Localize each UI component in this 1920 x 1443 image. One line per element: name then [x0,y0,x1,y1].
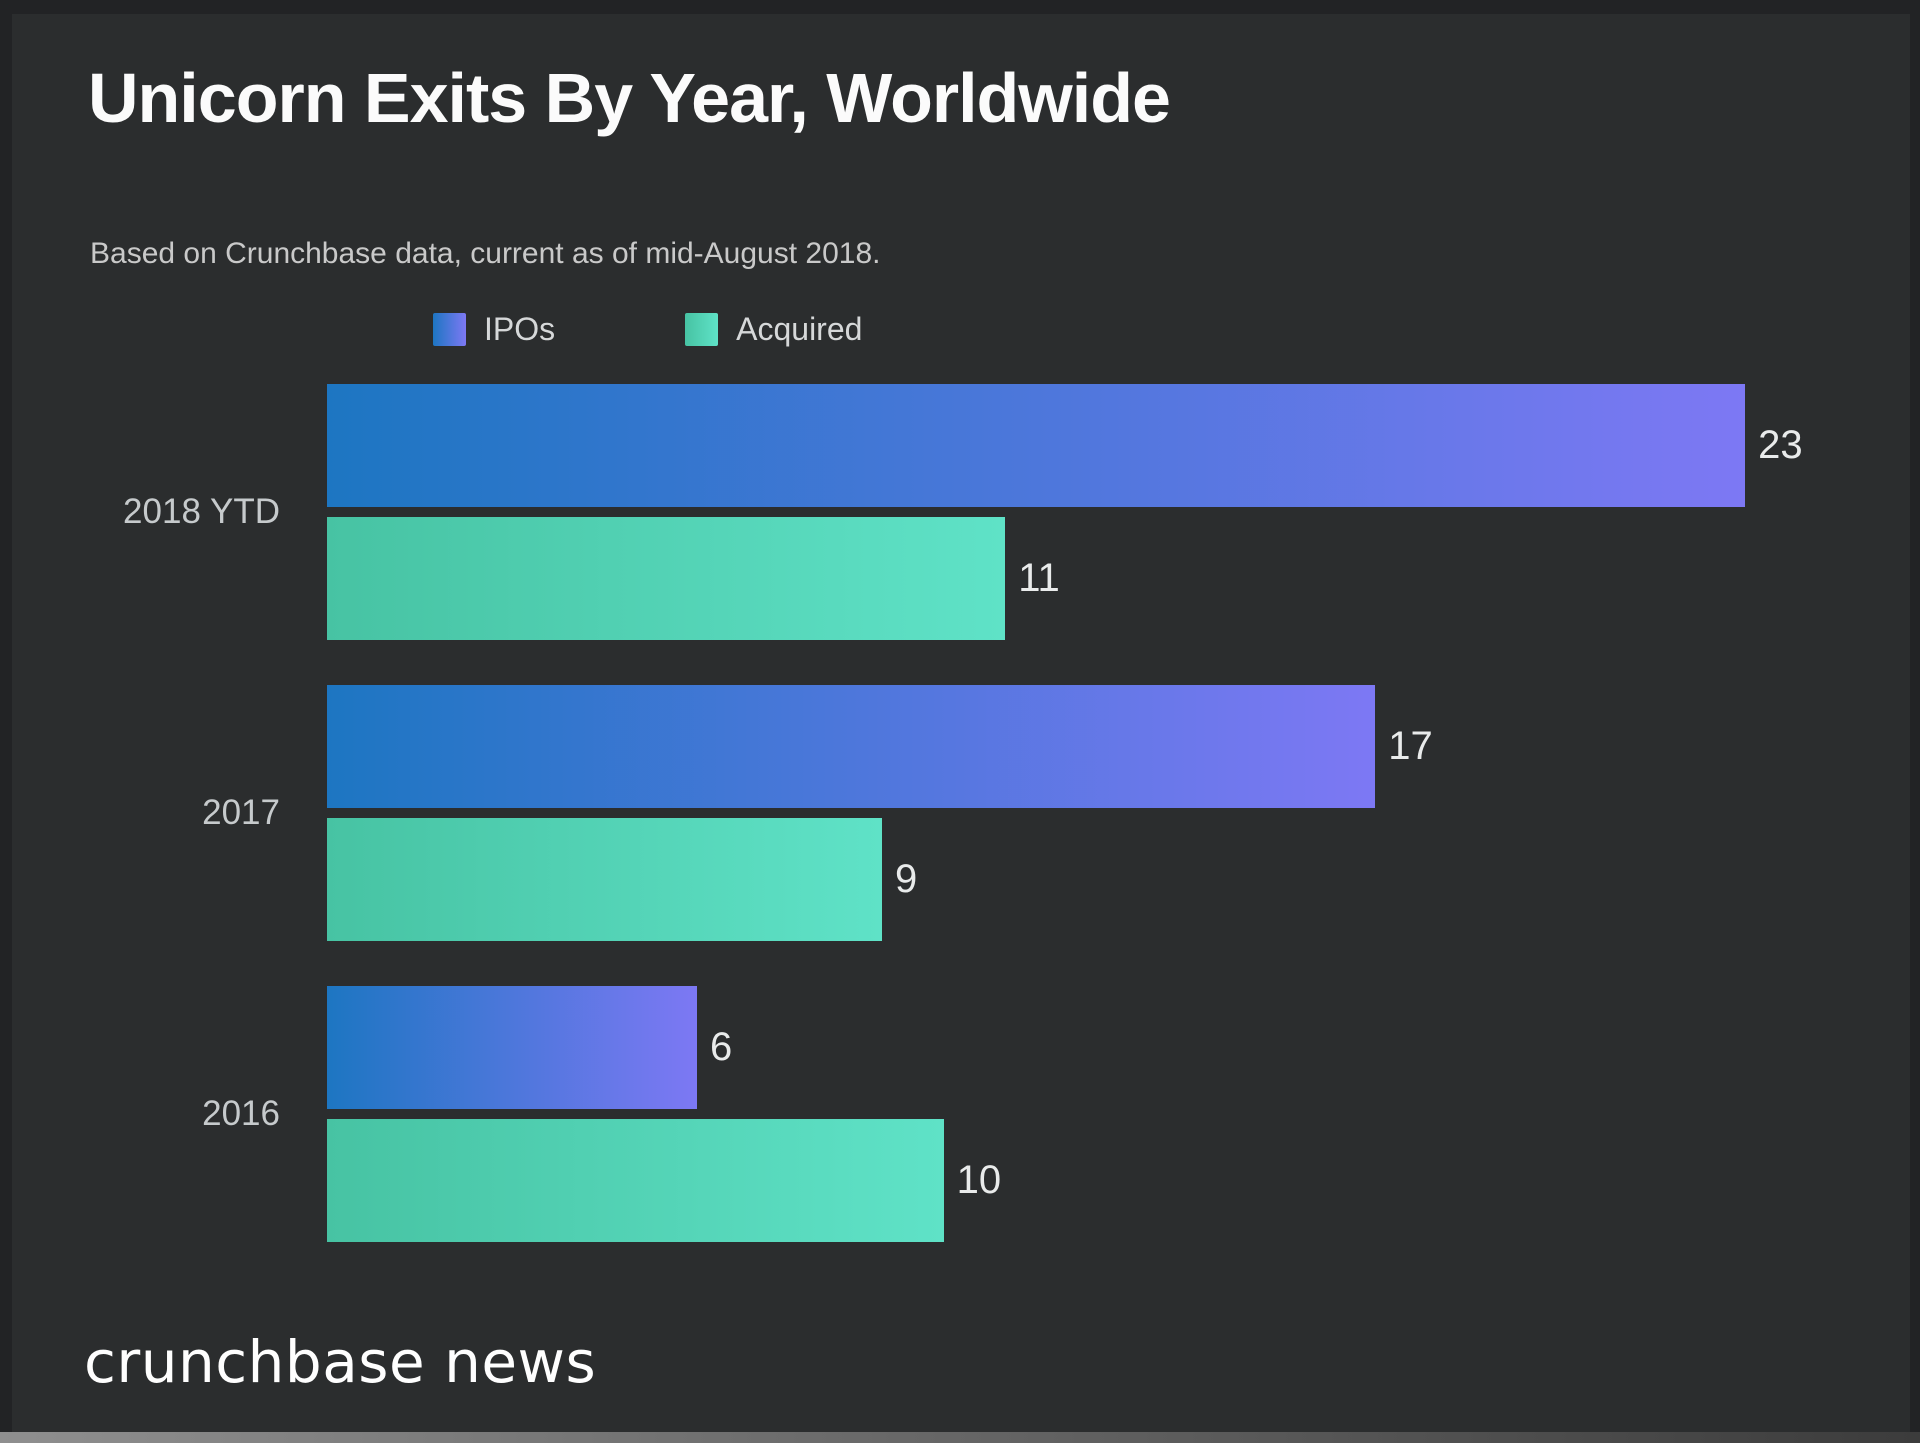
bar-ipos-2016 [327,986,697,1109]
bars-2017: 17 9 [327,685,1910,941]
chart-title: Unicorn Exits By Year, Worldwide [88,59,1171,137]
bar-row-acquired-2016: 10 [327,1119,1850,1242]
bar-row-ipos-2017: 17 [327,685,1850,808]
category-label-2018-ytd: 2018 YTD [123,492,280,531]
bar-acquired-2018-ytd [327,517,1006,640]
ipos-swatch-icon [433,313,466,346]
brand-logo: crunchbase news [84,1328,597,1396]
acquired-swatch-icon [685,313,719,346]
value-label-ipos-2018-ytd: 23 [1758,423,1803,467]
category-label-2017: 2017 [202,793,280,832]
bar-plot: 2018 YTD 23 11 2017 17 9 2016 6 10 [12,384,1910,1242]
legend-item-acquired: Acquired [685,311,862,348]
bar-acquired-2017 [327,818,882,941]
bar-ipos-2018-ytd [327,384,1746,507]
legend-label-ipos: IPOs [484,311,556,347]
chart-legend: IPOs Acquired [433,311,1910,348]
value-label-acquired-2016: 10 [956,1158,1002,1202]
bar-group-2017: 2017 17 9 [12,685,1910,941]
bar-ipos-2017 [327,685,1376,808]
bar-group-2018-ytd: 2018 YTD 23 11 [12,384,1910,640]
chart-subtitle: Based on Crunchbase data, current as of … [90,237,881,270]
bars-2016: 6 10 [327,986,1910,1242]
value-label-acquired-2017: 9 [894,857,918,901]
legend-item-ipos: IPOs [433,311,555,348]
bars-2018-ytd: 23 11 [327,384,1910,640]
bottom-edge-strip [0,1432,1920,1443]
bar-group-2016: 2016 6 10 [12,986,1910,1242]
bar-row-acquired-2018-ytd: 11 [327,517,1850,640]
value-label-ipos-2017: 17 [1388,724,1433,768]
bar-acquired-2016 [327,1119,944,1242]
bar-row-ipos-2016: 6 [327,986,1850,1109]
legend-label-acquired: Acquired [736,311,863,347]
value-label-acquired-2018-ytd: 11 [1018,556,1060,600]
value-label-ipos-2016: 6 [709,1025,733,1069]
chart-panel: Unicorn Exits By Year, Worldwide Based o… [12,14,1910,1432]
category-label-2016: 2016 [202,1094,280,1133]
bar-row-ipos-2018-ytd: 23 [327,384,1850,507]
bar-row-acquired-2017: 9 [327,818,1850,941]
